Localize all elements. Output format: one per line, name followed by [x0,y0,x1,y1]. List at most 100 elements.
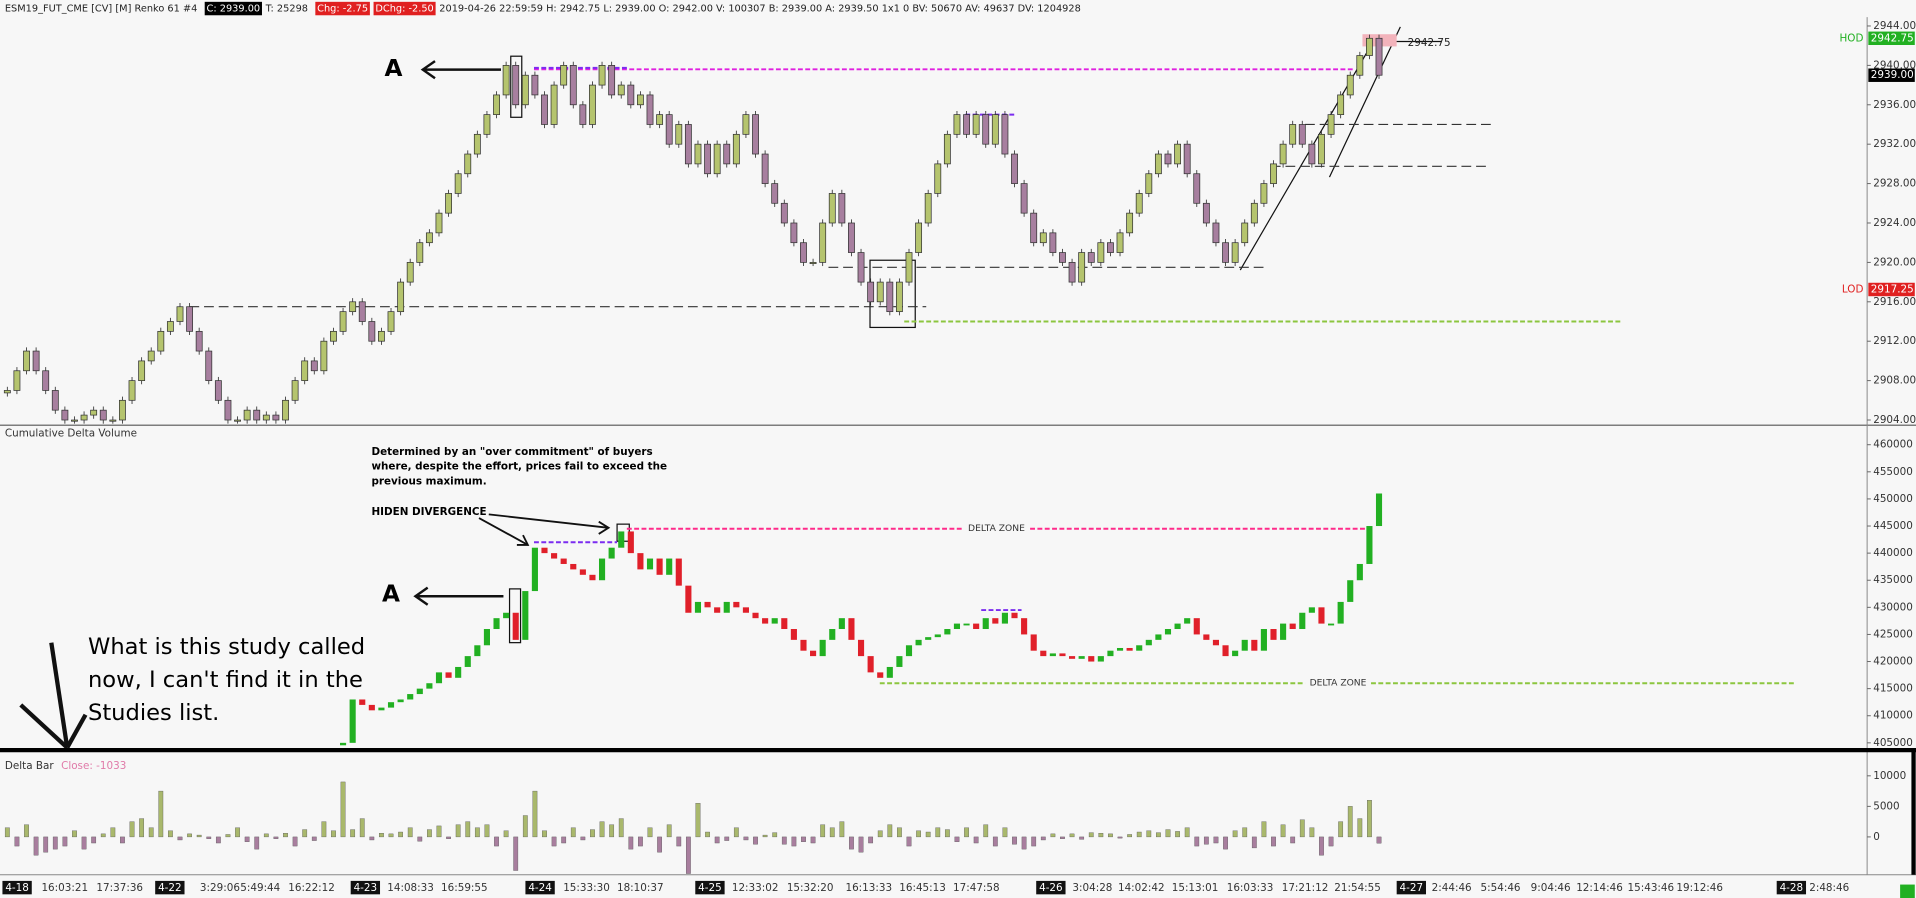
delta-candle [493,618,500,630]
renko-brick [771,183,779,204]
renko-brick [128,380,136,401]
delta-candle [819,639,826,657]
date-badge [1036,880,1066,895]
date-label: 4-24 [528,882,552,894]
delta-candle [1308,607,1315,613]
delta-bar [1271,836,1276,847]
delta-bar [733,827,739,838]
header-badge [204,1,262,16]
delta-bar [1367,800,1372,838]
y-tick-label: 2924.00 [1873,217,1916,229]
y-tick-label: 2944.00 [1873,20,1916,32]
delta-bar [196,834,202,838]
delta-candle [915,639,922,646]
delta-bar [820,824,826,838]
renko-brick [1183,143,1191,175]
delta-bar [91,836,97,844]
header-item: 2019-04-26 22:59:59 H: 2942.75 L: 2939.0… [439,4,1081,15]
delta-candle [522,591,529,640]
price-badge-label: 2942.75 [1871,32,1914,44]
delta-bar [1357,818,1363,838]
delta-bar [1347,806,1353,838]
renko-brick [838,193,846,224]
delta-bar [1203,836,1209,845]
renko-brick [253,409,261,421]
delta-bar [1002,827,1008,838]
date-label: 4-23 [354,882,378,894]
renko-brick [895,281,903,313]
renko-brick [569,65,577,106]
delta-bar [465,821,471,838]
renko-brick [627,84,635,106]
delta-bar [685,836,691,874]
delta-bar [609,824,615,838]
renko-brick [704,143,711,175]
delta-bar [1175,831,1180,838]
delta-candle [934,634,941,638]
renko-brick [464,153,472,175]
y-tick-label: 405000 [1873,737,1913,749]
question-line: Studies list. [88,700,219,726]
date-badge [1396,880,1427,895]
renko-brick [454,173,462,194]
renko-brick [176,306,184,322]
time-label: 3:29:06 [200,882,240,894]
delta-candle [1164,629,1172,635]
delta-candle [474,645,481,657]
delta-candle [608,547,615,559]
y-tick-label: 435000 [1873,574,1913,586]
delta-bar [992,836,998,847]
delta-bar [14,836,20,847]
delta-candle [723,601,730,613]
delta-candle [627,531,634,554]
delta-bar [925,831,931,838]
y-tick-label: 2908.00 [1873,375,1916,387]
renko-brick [473,133,481,155]
renko-brick [1308,143,1316,165]
delta-bar [359,818,365,838]
date-label: 4-26 [1039,882,1063,894]
delta-candle [896,656,903,667]
renko-brick [598,65,606,86]
header-item: DChg: -2.50 [375,4,433,15]
delta-candle [1222,645,1229,657]
delta-bar [839,821,845,838]
renko-brick [991,114,999,145]
renko-brick [608,65,616,96]
renko-brick [800,242,807,263]
level-label-bg [963,523,1030,535]
level-label: DELTA ZONE [968,523,1025,534]
renko-brick [876,281,884,303]
delta-bar [647,827,653,838]
delta-bar [350,829,356,838]
delta-bar [4,827,10,838]
renko-brick [915,222,923,253]
delta-bar [1376,836,1382,844]
delta-candle [877,672,884,678]
renko-brick [1241,222,1249,244]
time-label: 5:49:44 [240,882,280,894]
renko-brick [780,202,788,224]
renko-brick [761,153,769,184]
delta-bar [753,836,758,845]
time-label: 16:45:13 [899,882,946,894]
y-tick-label: 410000 [1873,710,1913,722]
delta-candle [368,704,375,711]
renko-brick [301,360,309,381]
time-label: 15:13:01 [1172,882,1219,894]
renko-brick [953,114,961,135]
delta-bar [1213,836,1219,844]
renko-brick [550,84,558,125]
level-label-bg [1305,677,1372,689]
y-tick-label: 2932.00 [1873,138,1916,150]
renko-brick [531,74,539,96]
delta-bar [1261,821,1267,838]
delta-bar [321,821,327,838]
renko-brick [972,114,980,135]
delta-bar [906,836,912,847]
arrow [478,517,529,546]
delta-candle [810,650,817,657]
renko-brick [1279,143,1287,165]
delta-candle [589,574,596,581]
